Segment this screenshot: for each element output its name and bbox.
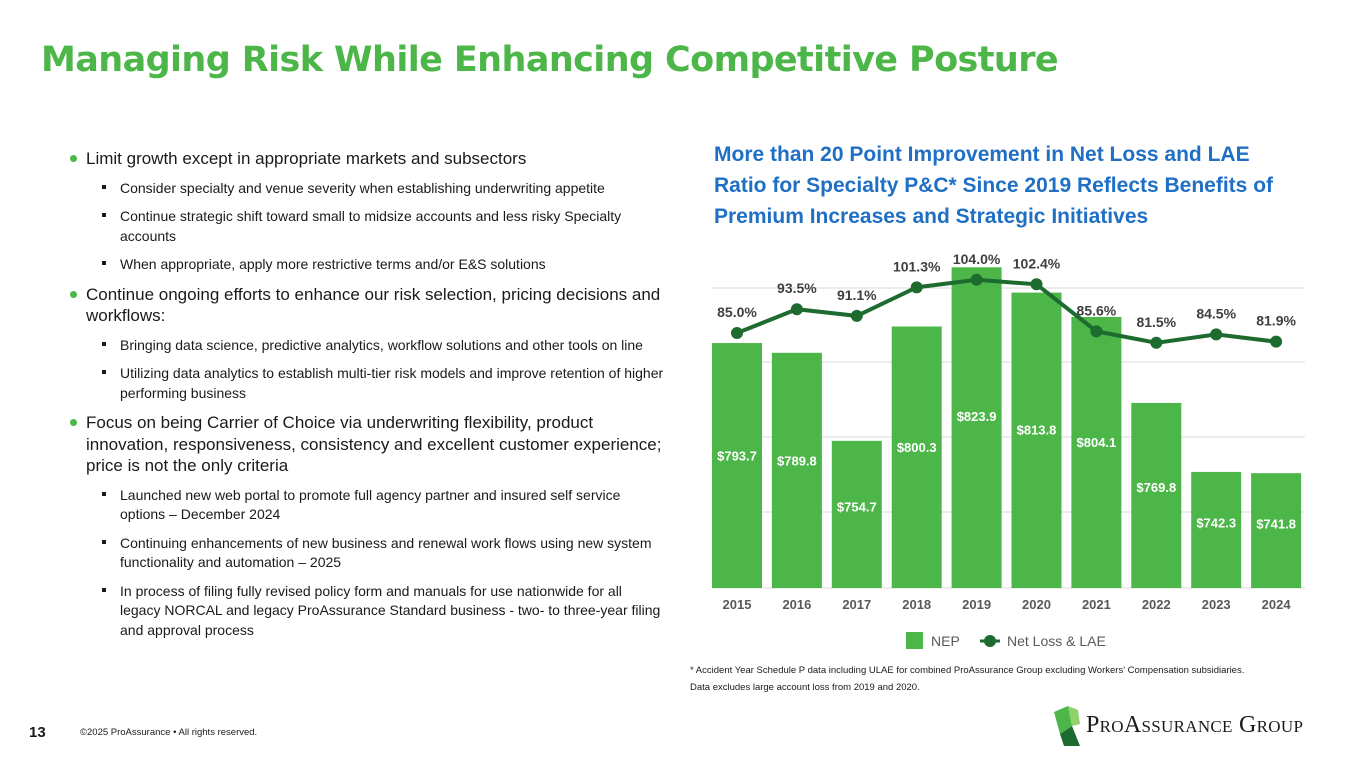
bullet-list: Limit growth except in appropriate marke… — [70, 148, 666, 649]
logo-letter: A — [1123, 712, 1142, 738]
net-loss-lae-point — [1150, 336, 1163, 349]
nep-bar — [1131, 402, 1182, 588]
proassurance-logo-icon — [1054, 706, 1080, 746]
legend-loss-label: Net Loss & LAE — [1007, 633, 1106, 649]
nep-bar — [1191, 471, 1242, 588]
net-loss-lae-point — [1270, 335, 1283, 348]
nep-bar — [712, 343, 762, 588]
nep-bar-label: $769.8 — [1136, 480, 1176, 495]
loss-ratio-label: 101.3% — [893, 258, 941, 274]
legend-nep-label: NEP — [931, 633, 960, 649]
loss-ratio-label: 102.4% — [1013, 255, 1061, 271]
nep-bar — [1011, 292, 1062, 588]
nep-bar-label: $754.7 — [837, 499, 877, 514]
x-axis-tick-label: 2020 — [1022, 597, 1051, 612]
loss-ratio-label: 81.5% — [1136, 314, 1176, 330]
sub-bullet-item: Launched new web portal to promote full … — [102, 486, 666, 525]
sub-bullet-item: Continuing enhancements of new business … — [102, 534, 666, 573]
nep-bar-label: $804.1 — [1077, 435, 1117, 450]
nep-bar-label: $813.8 — [1017, 422, 1057, 437]
x-axis-tick-label: 2015 — [723, 597, 752, 612]
logo-letter: G — [1239, 712, 1257, 738]
nep-bar — [1071, 316, 1122, 588]
bullet-item: Focus on being Carrier of Choice via und… — [70, 412, 666, 477]
nep-bar — [831, 440, 882, 588]
legend-line-marker — [984, 635, 996, 647]
net-loss-lae-point — [731, 327, 743, 339]
nep-bar-label: $742.3 — [1196, 516, 1236, 531]
loss-ratio-label: 104.0% — [953, 251, 1001, 267]
nep-bar-label: $793.7 — [717, 449, 757, 464]
loss-ratio-label: 85.0% — [717, 304, 757, 320]
nep-bar-label: $800.3 — [897, 440, 937, 455]
chart-legend: NEP Net Loss & LAE — [906, 632, 1106, 649]
bullet-item: Continue ongoing efforts to enhance our … — [70, 284, 666, 327]
bullet-item: Limit growth except in appropriate marke… — [70, 148, 666, 170]
x-axis-tick-label: 2024 — [1262, 597, 1292, 612]
x-axis-tick-label: 2021 — [1082, 597, 1111, 612]
x-axis-tick-label: 2023 — [1202, 597, 1231, 612]
legend-nep-swatch — [906, 632, 923, 649]
loss-ratio-label: 84.5% — [1196, 305, 1236, 321]
loss-ratio-label: 93.5% — [777, 280, 817, 296]
loss-ratio-label: 85.6% — [1077, 302, 1117, 318]
page-number: 13 — [29, 724, 46, 741]
sub-bullet-item: Consider specialty and venue severity wh… — [102, 179, 666, 199]
copyright: ©2025 ProAssurance • All rights reserved… — [80, 727, 258, 738]
x-axis-tick-label: 2019 — [962, 597, 991, 612]
sub-bullet-item: Continue strategic shift toward small to… — [102, 207, 666, 246]
net-loss-lae-line — [736, 277, 1277, 345]
chart-title: More than 20 Point Improvement in Net Lo… — [714, 143, 1274, 228]
logo-letters: ROUP — [1256, 717, 1304, 736]
sub-bullet-item: Bringing data science, predictive analyt… — [102, 336, 666, 356]
logo-letter: P — [1086, 712, 1100, 738]
sub-bullet-item: Utilizing data analytics to establish mu… — [102, 364, 666, 403]
net-loss-lae-point — [970, 273, 983, 286]
sub-bullet-item: In process of filing fully revised polic… — [102, 582, 666, 641]
nep-bar-label: $741.8 — [1256, 516, 1296, 531]
net-loss-lae-point — [1210, 328, 1223, 341]
x-axis-tick-label: 2017 — [842, 597, 871, 612]
loss-ratio-label: 91.1% — [837, 287, 877, 303]
sub-bullet-item: When appropriate, apply more restrictive… — [102, 255, 666, 275]
nep-bar — [891, 326, 942, 588]
slide-title: Managing Risk While Enhancing Competitiv… — [41, 40, 1059, 80]
net-loss-lae-point — [1030, 278, 1043, 291]
footnote: * Accident Year Schedule P data includin… — [690, 665, 1245, 693]
logo-letters: RO — [1099, 717, 1124, 736]
nep-loss-ratio-chart: $793.7 $789.8 $754.7 $800.3 $823.9 $813.8 $804… — [712, 251, 1305, 649]
loss-ratio-label: 81.9% — [1256, 313, 1296, 329]
net-loss-lae-point — [1090, 325, 1103, 338]
x-axis-tick-label: 2016 — [782, 597, 811, 612]
net-loss-lae-point — [790, 303, 803, 316]
nep-bar — [1251, 473, 1302, 588]
nep-bar-label: $823.9 — [957, 409, 997, 424]
nep-bar-label: $789.8 — [777, 454, 817, 469]
nep-bar — [771, 352, 822, 588]
company-logo-text: PROASSURANCE GROUP — [1086, 712, 1303, 739]
logo-letters: SSURANCE — [1141, 717, 1233, 736]
x-axis-tick-label: 2022 — [1142, 597, 1171, 612]
nep-bar — [951, 267, 1002, 588]
net-loss-lae-point — [910, 281, 923, 294]
x-axis-tick-label: 2018 — [902, 597, 931, 612]
net-loss-lae-point — [850, 309, 863, 322]
